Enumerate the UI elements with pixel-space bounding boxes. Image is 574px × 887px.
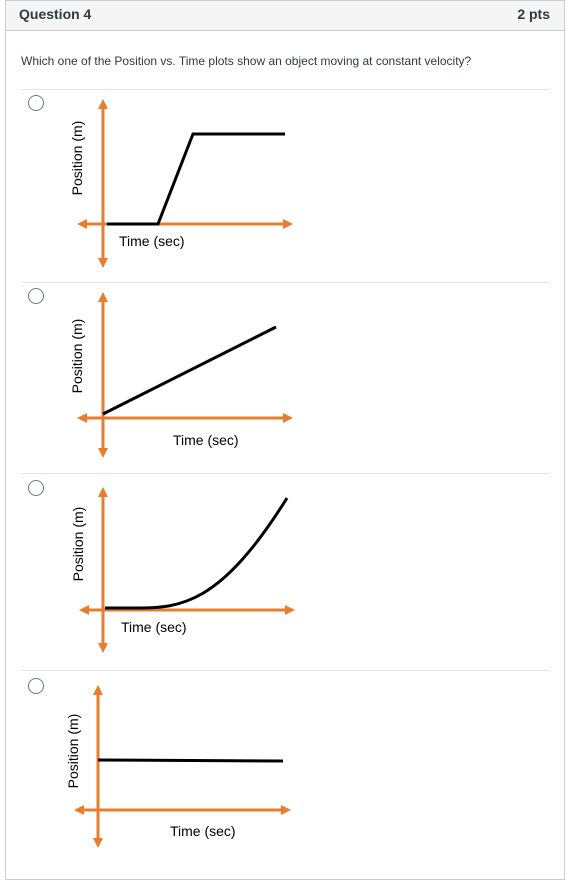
x-axis-arrow-right xyxy=(285,605,295,615)
x-axis-arrow-left xyxy=(77,413,87,423)
divider xyxy=(22,670,550,671)
y-axis-arrow-up xyxy=(98,99,108,109)
graph-option-4: Position (m) Time (sec) xyxy=(65,685,291,848)
answer-option-2[interactable]: Position (m) Time (sec) xyxy=(21,283,551,473)
answer-radio-4[interactable] xyxy=(28,678,44,694)
divider xyxy=(22,473,550,474)
answer-radio-1[interactable] xyxy=(28,95,44,111)
y-axis-label: Position (m) xyxy=(65,714,81,789)
y-axis-arrow-down xyxy=(98,643,108,653)
y-axis-arrow-down xyxy=(98,258,108,268)
x-axis-label: Time (sec) xyxy=(119,233,185,249)
y-axis-arrow-up xyxy=(93,685,103,695)
x-axis-arrow-left xyxy=(77,219,87,229)
x-axis-arrow-left xyxy=(79,605,89,615)
position-curve xyxy=(97,758,284,763)
answer-option-4[interactable]: Position (m) Time (sec) xyxy=(21,671,551,876)
position-curve xyxy=(105,497,289,610)
y-axis-arrow-down xyxy=(98,448,108,458)
question-header: Question 4 2 pts xyxy=(6,1,564,31)
x-axis-label: Time (sec) xyxy=(121,619,187,635)
answer-radio-2[interactable] xyxy=(28,288,44,304)
position-curve xyxy=(107,132,285,226)
y-axis-arrow-down xyxy=(93,838,103,848)
y-axis-label: Position (m) xyxy=(69,319,85,394)
graph-option-1: Position (m) Time (sec) xyxy=(69,99,293,268)
y-axis-arrow-up xyxy=(98,292,108,302)
graph-option-2: Position (m) Time (sec) xyxy=(69,292,293,458)
y-axis-label: Position (m) xyxy=(69,121,85,196)
divider xyxy=(22,282,550,283)
question-card: Question 4 2 pts Which one of the Positi… xyxy=(5,0,565,880)
x-axis-arrow-right xyxy=(283,219,293,229)
answer-option-1[interactable]: Position (m) Time (sec) xyxy=(21,90,551,282)
question-title: Question 4 xyxy=(19,6,92,22)
answer-option-3[interactable]: Position (m) Time (sec) xyxy=(21,474,551,670)
question-prompt: Which one of the Position vs. Time plots… xyxy=(21,54,472,68)
y-axis-arrow-up xyxy=(98,487,108,497)
position-curve xyxy=(102,325,277,416)
answer-radio-3[interactable] xyxy=(28,480,44,496)
x-axis-arrow-right xyxy=(283,413,293,423)
graph-option-3: Position (m) Time (sec) xyxy=(70,487,295,653)
question-points: 2 pts xyxy=(517,6,550,22)
x-axis-label: Time (sec) xyxy=(170,823,236,839)
x-axis-label: Time (sec) xyxy=(173,432,239,448)
y-axis-label: Position (m) xyxy=(70,507,86,582)
x-axis-arrow-right xyxy=(281,805,291,815)
divider xyxy=(22,89,550,90)
x-axis-arrow-left xyxy=(74,805,84,815)
